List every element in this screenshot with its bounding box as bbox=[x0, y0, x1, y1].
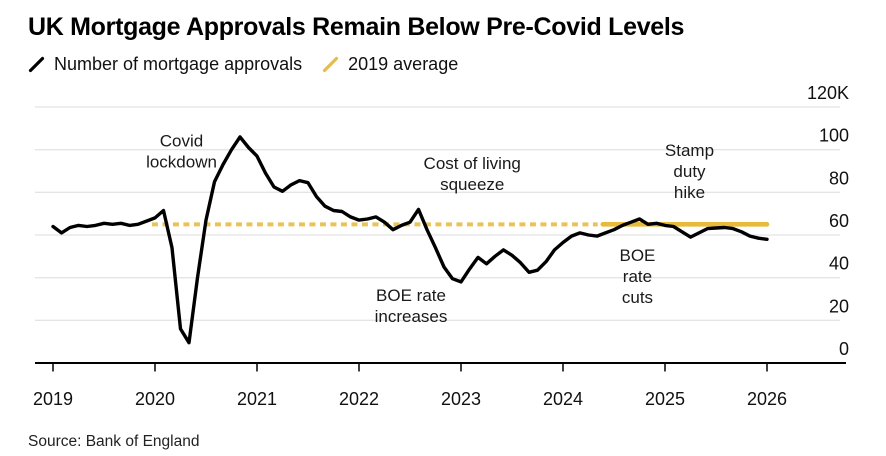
y-tick-label: 0 bbox=[839, 339, 849, 359]
annotation-boe-rate-cuts: BOE rate cuts bbox=[620, 246, 656, 307]
legend-label-2019-average: 2019 average bbox=[348, 54, 459, 74]
y-tick-label: 80 bbox=[829, 168, 849, 188]
swatch-line bbox=[323, 56, 339, 73]
gold-line-swatch-icon bbox=[323, 56, 339, 73]
y-tick-label: 120K bbox=[807, 83, 849, 103]
x-tick-label: 2021 bbox=[237, 389, 277, 409]
y-tick-label: 40 bbox=[829, 254, 849, 274]
y-tick-label: 20 bbox=[829, 296, 849, 316]
y-tick-label: 100 bbox=[819, 126, 849, 146]
x-tick-label: 2019 bbox=[33, 389, 73, 409]
mortgage-approvals-chart: 0 20 40 60 80 100 120K 2019 2020 2021 2022 2023 2024… bbox=[33, 83, 849, 409]
annotation-boe-rate-increases: BOE rate increases bbox=[375, 286, 448, 326]
x-tick-label: 2025 bbox=[645, 389, 685, 409]
x-tick-label: 2022 bbox=[339, 389, 379, 409]
x-tick-label: 2020 bbox=[135, 389, 175, 409]
legend-item-approvals: Number of mortgage approvals bbox=[28, 54, 302, 75]
chart-legend: Number of mortgage approvals 2019 averag… bbox=[28, 54, 458, 75]
y-tick-label: 60 bbox=[829, 211, 849, 231]
legend-label-approvals: Number of mortgage approvals bbox=[54, 54, 303, 74]
chart-title: UK Mortgage Approvals Remain Below Pre-C… bbox=[28, 13, 685, 41]
annotation-stamp-duty-hike: Stamp duty hike bbox=[665, 141, 714, 202]
annotation-covid-lockdown: Covid lockdown bbox=[146, 131, 217, 171]
legend-item-2019-average: 2019 average bbox=[322, 54, 458, 75]
x-tick-label: 2024 bbox=[543, 389, 583, 409]
black-line-swatch-icon bbox=[28, 56, 45, 73]
x-tick-label: 2026 bbox=[747, 389, 787, 409]
approvals-line bbox=[51, 135, 769, 345]
swatch-line bbox=[28, 56, 45, 73]
x-tick-label: 2023 bbox=[441, 389, 481, 409]
source-note: Source: Bank of England bbox=[28, 433, 200, 450]
annotation-cost-of-living-squeeze: Cost of living squeeze bbox=[424, 154, 521, 194]
